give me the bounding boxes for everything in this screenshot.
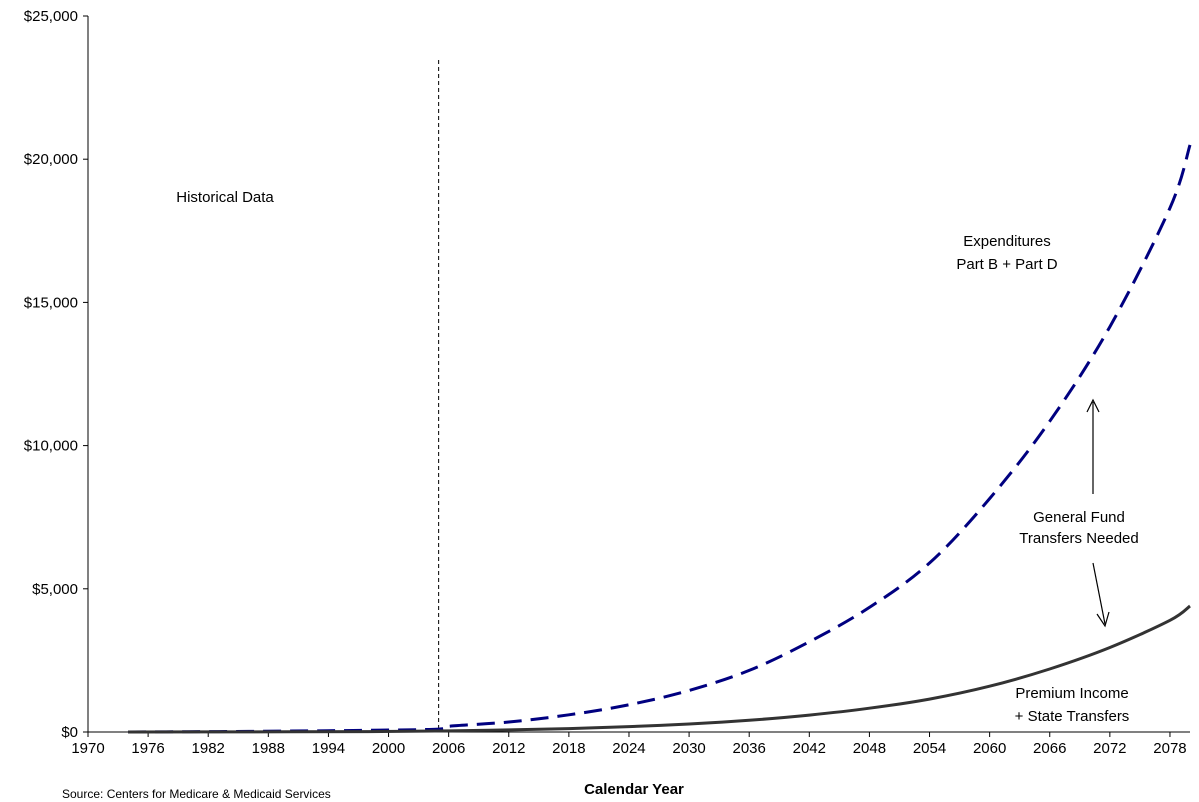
expenditures-label-line1: Expenditures bbox=[963, 233, 1051, 250]
x-tick-label: 2024 bbox=[612, 740, 645, 757]
x-tick-label: 2078 bbox=[1153, 740, 1186, 757]
x-tick-label: 2054 bbox=[913, 740, 946, 757]
x-tick-label: 1988 bbox=[252, 740, 285, 757]
y-tick-label: $5,000 bbox=[32, 581, 78, 598]
x-tick-label: 2048 bbox=[853, 740, 886, 757]
premium-income-label-line2: + State Transfers bbox=[1015, 708, 1130, 725]
arrow-up-head bbox=[1086, 398, 1100, 413]
annotation-layer: Historical Data Expenditures Part B + Pa… bbox=[176, 189, 1139, 725]
axes: $0 $5,000 $10,000 $15,000 $20,000 $25,000 197… bbox=[24, 8, 1190, 757]
x-tick-label: 2036 bbox=[733, 740, 766, 757]
x-tick-label: 2018 bbox=[552, 740, 585, 757]
x-tick-label: 1970 bbox=[71, 740, 104, 757]
x-ticks: 1970 1976 1982 1988 1994 2000 2006 2012 2018 2024… bbox=[71, 732, 1187, 757]
x-tick-label: 2060 bbox=[973, 740, 1006, 757]
y-tick-label: $20,000 bbox=[24, 151, 78, 168]
arrow-down-shaft bbox=[1092, 562, 1106, 625]
premium-income-series-line bbox=[128, 604, 1191, 734]
series-layer bbox=[128, 144, 1192, 734]
x-tick-label: 2012 bbox=[492, 740, 525, 757]
y-tick-label: $15,000 bbox=[24, 294, 78, 311]
historical-data-label: Historical Data bbox=[176, 189, 274, 206]
x-tick-label: 2072 bbox=[1093, 740, 1126, 757]
x-tick-label: 2066 bbox=[1033, 740, 1066, 757]
y-tick-label: $25,000 bbox=[24, 8, 78, 25]
premium-income-label-line1: Premium Income bbox=[1015, 685, 1128, 702]
general-fund-label-line1: General Fund bbox=[1033, 509, 1125, 526]
expenditures-label-line2: Part B + Part D bbox=[956, 256, 1057, 273]
x-tick-label: 1994 bbox=[312, 740, 345, 757]
y-tick-label: $10,000 bbox=[24, 438, 78, 455]
x-tick-label: 2006 bbox=[432, 740, 465, 757]
source-note: Source: Centers for Medicare & Medicaid … bbox=[62, 787, 331, 801]
general-fund-label-line2: Transfers Needed bbox=[1019, 530, 1139, 547]
x-tick-label: 1976 bbox=[131, 740, 164, 757]
arrow-down-head bbox=[1096, 611, 1110, 628]
y-ticks: $0 $5,000 $10,000 $15,000 $20,000 $25,000 bbox=[24, 8, 88, 741]
x-axis-title: Calendar Year bbox=[584, 781, 684, 798]
x-tick-label: 2000 bbox=[372, 740, 405, 757]
y-tick-label: $0 bbox=[61, 724, 78, 741]
x-tick-label: 2030 bbox=[672, 740, 705, 757]
x-tick-label: 1982 bbox=[192, 740, 225, 757]
x-tick-label: 2042 bbox=[793, 740, 826, 757]
